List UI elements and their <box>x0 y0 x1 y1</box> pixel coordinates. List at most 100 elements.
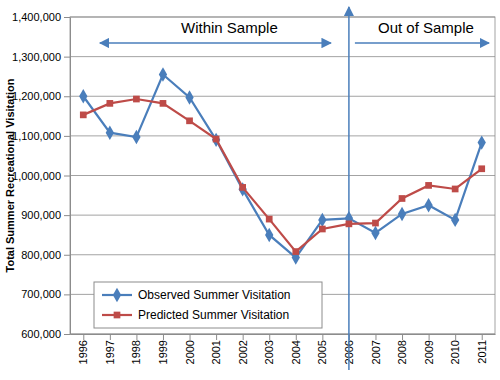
x-tick-mark <box>83 334 84 340</box>
y-tick-label: 900,000 <box>21 209 61 221</box>
series-marker <box>399 195 406 202</box>
y-tick-mark <box>64 57 70 58</box>
chart: 600,000 700,000 800,000 900,000 1,000,000 1,1… <box>0 0 500 380</box>
series-marker <box>132 130 140 144</box>
series-marker <box>106 125 114 139</box>
legend: Observed Summer VisitationPredicted Summ… <box>94 282 322 328</box>
x-tick-mark <box>322 334 323 340</box>
series-marker <box>451 213 459 227</box>
y-tick-label: 800,000 <box>21 249 61 261</box>
y-tick-label: 1,000,000 <box>12 170 61 182</box>
series-marker <box>239 184 246 191</box>
y-tick-mark <box>64 294 70 295</box>
y-tick-label: 1,300,000 <box>12 51 61 63</box>
grid-line <box>70 175 495 176</box>
series-marker <box>425 182 432 189</box>
x-tick-mark <box>243 334 244 340</box>
y-tick: 1,400,000 <box>12 11 70 23</box>
y-axis-title: Total Summer Recreational Visitation <box>4 78 16 272</box>
y-tick: 800,000 <box>21 249 70 261</box>
x-tick-mark <box>110 334 111 340</box>
y-tick: 1,200,000 <box>12 90 70 102</box>
series-marker <box>133 96 140 103</box>
x-axis: 1996199719981999200020012002200320042005… <box>71 334 496 364</box>
x-tick: 2004 <box>290 334 302 364</box>
x-tick: 2002 <box>237 334 249 364</box>
x-axis-line <box>71 334 496 335</box>
x-tick-mark <box>163 334 164 340</box>
y-axis-line <box>70 18 71 335</box>
series-marker <box>265 228 273 242</box>
series-marker <box>478 135 486 149</box>
legend-marker <box>113 288 121 302</box>
x-tick: 2007 <box>369 334 381 364</box>
grid-line <box>70 215 495 216</box>
x-tick: 2008 <box>396 334 408 364</box>
annotation: Out of Sample <box>378 19 474 36</box>
y-tick: 1,100,000 <box>12 130 70 142</box>
x-tick-mark <box>482 334 483 340</box>
x-tick: 2009 <box>423 334 435 364</box>
y-tick: 600,000 <box>21 328 70 340</box>
series-marker <box>266 216 273 223</box>
y-tick-label: 600,000 <box>21 328 61 340</box>
series-marker <box>424 198 432 212</box>
series-marker <box>159 67 167 81</box>
x-tick-mark <box>190 334 191 340</box>
series-marker <box>80 112 87 119</box>
series-marker <box>398 207 406 221</box>
series-marker <box>160 100 167 107</box>
y-tick-mark <box>64 255 70 256</box>
arrow <box>355 42 489 44</box>
x-tick-label: 1997 <box>104 340 116 364</box>
series-group <box>79 67 486 264</box>
y-tick-label: 1,100,000 <box>12 130 61 142</box>
y-tick: 700,000 <box>21 288 70 300</box>
x-tick-mark <box>296 334 297 340</box>
x-tick-label: 2007 <box>369 340 381 364</box>
x-tick-label: 2009 <box>423 340 435 364</box>
y-tick-label: 1,200,000 <box>12 90 61 102</box>
x-tick: 2005 <box>316 334 328 364</box>
series-line <box>83 74 481 257</box>
y-axis: 600,000 700,000 800,000 900,000 1,000,000 1,1… <box>12 11 70 340</box>
series-marker <box>238 182 246 196</box>
x-tick: 1999 <box>157 334 169 364</box>
series-marker <box>346 220 353 227</box>
x-tick-mark <box>216 334 217 340</box>
x-tick-label: 2005 <box>316 340 328 364</box>
plot: 600,000 700,000 800,000 900,000 1,000,000 1,1… <box>12 7 495 370</box>
legend-marker <box>114 312 121 319</box>
arrow <box>100 42 331 44</box>
x-tick: 2011 <box>476 334 488 364</box>
x-tick-label: 2008 <box>396 340 408 364</box>
x-tick-mark <box>375 334 376 340</box>
legend-label: Predicted Summer Visitation <box>138 308 289 322</box>
y-tick-mark <box>64 96 70 97</box>
x-tick-label: 2011 <box>476 340 488 364</box>
x-tick-label: 2001 <box>210 340 222 364</box>
y-tick-mark <box>64 17 70 18</box>
annotation: Within Sample <box>181 19 278 36</box>
series-marker <box>213 136 220 143</box>
series-marker <box>79 89 87 103</box>
x-tick-label: 2002 <box>237 340 249 364</box>
legend-box <box>94 282 322 328</box>
x-tick-label: 2003 <box>263 340 275 364</box>
x-tick: 1997 <box>104 334 116 364</box>
x-tick-label: 1999 <box>157 340 169 364</box>
x-tick-mark <box>269 334 270 340</box>
series-marker <box>292 248 299 255</box>
series-line <box>83 99 481 252</box>
x-tick: 2001 <box>210 334 222 364</box>
y-tick: 1,000,000 <box>12 170 70 182</box>
y-tick-mark <box>64 136 70 137</box>
series-marker <box>318 213 326 227</box>
x-tick-mark <box>402 334 403 340</box>
series-marker <box>319 226 326 233</box>
series-marker <box>478 165 485 172</box>
x-tick-label: 1998 <box>130 340 142 364</box>
series-marker <box>185 90 193 104</box>
series-marker <box>371 226 379 240</box>
grid <box>70 17 495 334</box>
